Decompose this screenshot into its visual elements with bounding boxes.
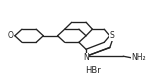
Text: N: N — [83, 53, 89, 62]
Text: O: O — [7, 31, 13, 40]
Text: NH₂: NH₂ — [131, 53, 146, 62]
Text: HBr: HBr — [85, 66, 101, 75]
Text: S: S — [110, 31, 114, 40]
